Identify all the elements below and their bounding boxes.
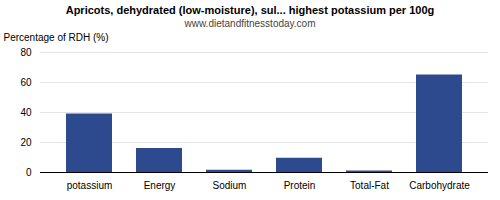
svg-text:Energy: Energy	[144, 180, 176, 191]
svg-text:Protein: Protein	[284, 180, 316, 191]
svg-text:potassium: potassium	[67, 180, 113, 191]
svg-text:80: 80	[20, 47, 32, 58]
svg-text:Percentage of RDH (%): Percentage of RDH (%)	[4, 32, 109, 43]
svg-text:0: 0	[26, 167, 32, 178]
svg-text:20: 20	[20, 137, 32, 148]
svg-text:40: 40	[20, 107, 32, 118]
svg-text:Carbohydrate: Carbohydrate	[409, 180, 470, 191]
svg-text:Total-Fat: Total-Fat	[350, 180, 389, 191]
svg-text:Sodium: Sodium	[213, 180, 247, 191]
html-text:Apricots, dehydrated (low-mois: Apricots, dehydrated (low-moisture), sul…	[65, 4, 435, 16]
html-text:www.dietandfitnesstoday.com: www.dietandfitnesstoday.com	[184, 18, 316, 29]
svg-text:60: 60	[20, 77, 32, 88]
